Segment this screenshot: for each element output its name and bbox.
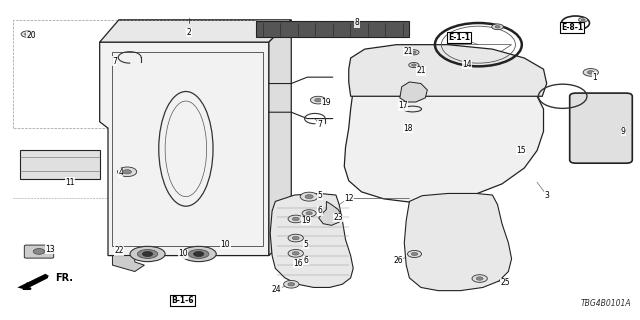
Ellipse shape <box>181 246 216 262</box>
Text: E-1-1: E-1-1 <box>448 33 470 42</box>
Circle shape <box>583 68 598 76</box>
Polygon shape <box>256 21 410 37</box>
Circle shape <box>476 277 483 280</box>
Polygon shape <box>269 20 291 256</box>
Circle shape <box>305 195 313 199</box>
Polygon shape <box>400 82 428 102</box>
Text: 8: 8 <box>355 19 360 28</box>
FancyBboxPatch shape <box>570 93 632 163</box>
Circle shape <box>288 234 303 242</box>
Text: 24: 24 <box>272 284 282 293</box>
Circle shape <box>123 170 131 174</box>
Circle shape <box>588 71 594 74</box>
Polygon shape <box>344 58 543 202</box>
Text: FR.: FR. <box>56 273 74 283</box>
Text: 10: 10 <box>221 240 230 249</box>
Polygon shape <box>404 194 511 291</box>
Circle shape <box>472 275 487 282</box>
Polygon shape <box>100 20 291 42</box>
Circle shape <box>292 236 299 240</box>
Circle shape <box>310 96 326 104</box>
Ellipse shape <box>138 250 158 259</box>
Circle shape <box>143 252 153 257</box>
Text: 5: 5 <box>303 240 308 249</box>
Text: 25: 25 <box>500 278 510 287</box>
Circle shape <box>315 98 321 102</box>
Circle shape <box>409 62 419 68</box>
Text: 17: 17 <box>398 101 408 110</box>
Circle shape <box>288 215 303 223</box>
Text: 15: 15 <box>516 146 526 155</box>
Circle shape <box>25 33 30 36</box>
FancyBboxPatch shape <box>24 245 54 258</box>
Polygon shape <box>113 256 145 271</box>
Text: 26: 26 <box>393 256 403 265</box>
Circle shape <box>53 162 63 167</box>
Circle shape <box>76 162 86 167</box>
Text: 2: 2 <box>187 28 191 37</box>
Circle shape <box>288 283 294 286</box>
Ellipse shape <box>188 250 209 259</box>
Circle shape <box>306 212 312 215</box>
Circle shape <box>21 31 34 37</box>
Circle shape <box>288 250 303 257</box>
Circle shape <box>409 50 419 55</box>
Text: 16: 16 <box>293 259 303 268</box>
Circle shape <box>408 251 422 258</box>
Text: 5: 5 <box>317 190 323 200</box>
Circle shape <box>412 252 418 256</box>
Text: B-1-6: B-1-6 <box>172 296 194 305</box>
Text: TBG4B0101A: TBG4B0101A <box>581 299 632 308</box>
Circle shape <box>412 51 416 53</box>
Polygon shape <box>100 42 269 256</box>
Circle shape <box>495 26 500 28</box>
Polygon shape <box>20 150 100 179</box>
Circle shape <box>118 167 137 177</box>
Text: 11: 11 <box>65 178 74 187</box>
Circle shape <box>581 19 585 21</box>
Text: 7: 7 <box>317 120 323 130</box>
Circle shape <box>412 64 416 66</box>
Text: 9: 9 <box>621 127 626 136</box>
Text: 14: 14 <box>462 60 472 69</box>
Text: 21: 21 <box>403 47 413 56</box>
Text: 19: 19 <box>301 216 311 225</box>
Text: 10: 10 <box>178 250 188 259</box>
Polygon shape <box>319 201 342 225</box>
Circle shape <box>292 252 299 255</box>
Circle shape <box>33 249 45 254</box>
Text: 4: 4 <box>118 168 123 177</box>
Text: 7: 7 <box>112 57 117 66</box>
Polygon shape <box>270 194 353 287</box>
Circle shape <box>193 252 204 257</box>
Text: 21: 21 <box>416 66 426 75</box>
Circle shape <box>300 192 318 201</box>
Ellipse shape <box>130 246 165 262</box>
Text: 23: 23 <box>333 213 342 222</box>
Text: 6: 6 <box>303 256 308 265</box>
Text: 13: 13 <box>45 245 55 254</box>
Text: 22: 22 <box>114 246 124 255</box>
Polygon shape <box>349 45 547 96</box>
Text: 1: 1 <box>592 73 597 82</box>
Polygon shape <box>17 274 49 289</box>
Text: 6: 6 <box>317 206 323 215</box>
Circle shape <box>292 217 299 221</box>
Circle shape <box>302 210 316 217</box>
Text: 20: 20 <box>26 31 36 40</box>
Circle shape <box>284 280 299 288</box>
Circle shape <box>492 24 503 30</box>
Circle shape <box>31 162 41 167</box>
Text: 12: 12 <box>344 194 353 203</box>
Circle shape <box>579 18 588 22</box>
Text: 19: 19 <box>321 98 331 107</box>
Text: 3: 3 <box>544 190 549 200</box>
Text: E-8-1: E-8-1 <box>561 23 583 32</box>
Text: 18: 18 <box>403 124 413 132</box>
